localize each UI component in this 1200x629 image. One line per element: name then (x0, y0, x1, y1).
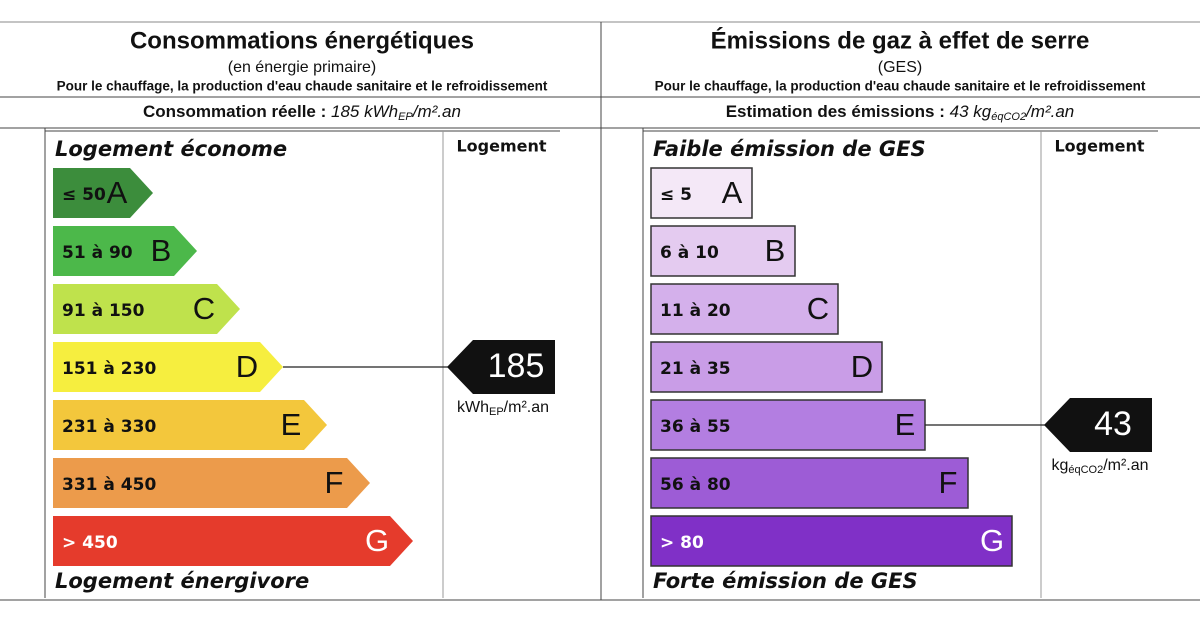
indicator-value: 185 (488, 347, 545, 385)
measure-label: Estimation des émissions : (726, 102, 950, 121)
indicator-unit-tail: /m².an (504, 399, 549, 416)
measure-unit: /m².an (1025, 102, 1074, 121)
class-range: > 80 (660, 533, 704, 553)
class-range: 231 à 330 (62, 417, 156, 437)
class-letter: A (107, 175, 128, 210)
class-letter: D (851, 349, 873, 384)
measure-value: 43 kg (950, 102, 992, 121)
indicator-unit-main: kWh (457, 399, 489, 416)
panel-note: Pour le chauffage, la production d'eau c… (57, 79, 548, 94)
top-label: Faible émission de GES (653, 137, 926, 161)
class-letter: C (193, 291, 215, 326)
indicator-value: 43 (1094, 405, 1132, 443)
measure-unit: /m².an (412, 102, 461, 121)
top-label: Logement économe (55, 137, 287, 161)
class-range: 11 à 20 (660, 301, 731, 321)
measure: Consommation réelle : 185 kWhEP/m².an (143, 102, 461, 122)
indicator-unit: kgéqCO2/m².an (1051, 457, 1148, 476)
class-letter: C (807, 291, 829, 326)
class-letter: B (765, 233, 786, 268)
class-letter: E (895, 407, 916, 442)
class-bar (650, 457, 969, 509)
measure: Estimation des émissions : 43 kgéqCO2/m²… (726, 102, 1075, 122)
class-bar (650, 341, 883, 393)
panel-subtitle: (GES) (878, 59, 922, 76)
class-letter: F (939, 465, 958, 500)
class-bar (53, 458, 370, 508)
class-range: 6 à 10 (660, 243, 719, 263)
class-letter: A (722, 175, 743, 210)
class-bar (650, 515, 1013, 567)
indicator-unit-sub: éqCO2 (1068, 464, 1103, 476)
measure-value: 185 kWh (331, 102, 398, 121)
class-range: ≤ 5 (660, 185, 692, 205)
indicator (447, 340, 555, 394)
class-range: 331 à 450 (62, 475, 156, 495)
class-range: 151 à 230 (62, 359, 156, 379)
class-letter: G (980, 523, 1004, 558)
class-range: ≤ 50 (62, 185, 106, 205)
class-bar (53, 516, 413, 566)
class-letter: F (325, 465, 344, 500)
column-header: Logement (456, 137, 546, 156)
panel-note: Pour le chauffage, la production d'eau c… (655, 79, 1146, 94)
panel-title: Émissions de gaz à effet de serre (711, 26, 1090, 54)
measure-label: Consommation réelle : (143, 102, 331, 121)
indicator (1044, 398, 1152, 452)
class-range: 56 à 80 (660, 475, 731, 495)
class-bar (53, 226, 197, 276)
class-bar (650, 283, 839, 335)
class-range: > 450 (62, 533, 118, 553)
class-letter: G (365, 523, 389, 558)
measure-sub: EP (398, 111, 413, 123)
class-range: 36 à 55 (660, 417, 731, 437)
class-bar (53, 342, 283, 392)
class-bar (650, 399, 926, 451)
class-letter: D (236, 349, 258, 384)
bottom-label: Logement énergivore (55, 569, 309, 593)
class-bar (53, 284, 240, 334)
class-bar (650, 225, 796, 277)
bottom-label: Forte émission de GES (653, 569, 918, 593)
class-bar (650, 167, 753, 219)
class-bar (53, 400, 327, 450)
class-range: 21 à 35 (660, 359, 731, 379)
indicator-unit: kWhEP/m².an (457, 399, 549, 418)
measure-sub: éqCO2 (991, 111, 1026, 123)
indicator-unit-tail: /m².an (1103, 457, 1148, 474)
class-range: 91 à 150 (62, 301, 145, 321)
panel-subtitle: (en énergie primaire) (228, 59, 377, 76)
panel-title: Consommations énergétiques (130, 27, 474, 54)
indicator-unit-sub: EP (489, 406, 504, 418)
class-letter: E (281, 407, 302, 442)
column-header: Logement (1054, 137, 1144, 156)
indicator-unit-main: kg (1051, 457, 1068, 474)
class-letter: B (151, 233, 172, 268)
class-range: 51 à 90 (62, 243, 133, 263)
class-bar (53, 168, 153, 218)
